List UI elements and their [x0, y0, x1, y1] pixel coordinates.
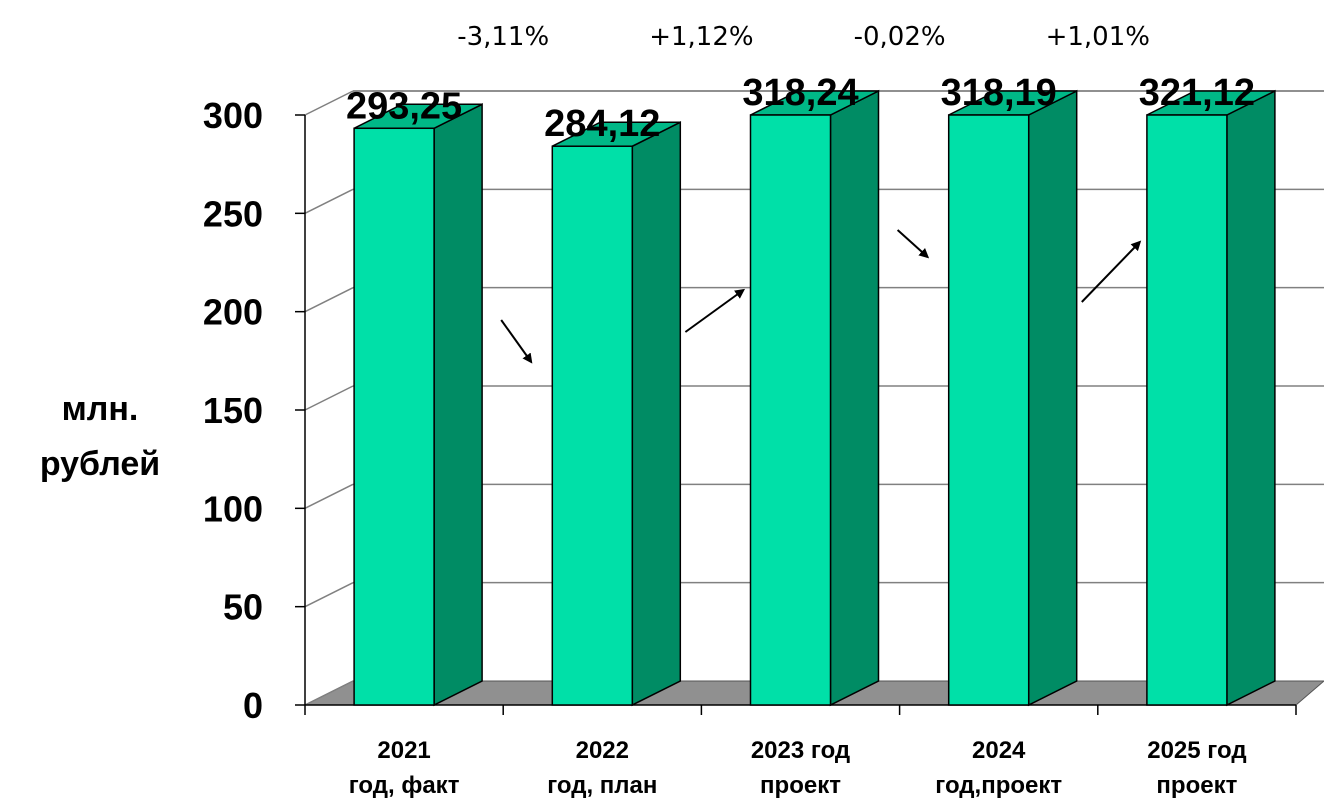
- bar-side: [829, 89, 880, 707]
- category-label: проект: [760, 772, 841, 799]
- category-label: 2024: [972, 737, 1026, 764]
- gridline-diagonal: [304, 90, 354, 116]
- y-tick-label: 150: [203, 390, 263, 431]
- y-tick-label: 300: [203, 95, 263, 136]
- bar-front: [947, 114, 1030, 706]
- value-label: 318,19: [941, 72, 1057, 114]
- gridline-diagonal: [304, 385, 354, 411]
- bar-front: [551, 145, 634, 706]
- category-label: 2021: [377, 737, 430, 764]
- change-label: -3,11%: [457, 22, 549, 52]
- change-label: +1,12%: [649, 22, 753, 52]
- arrow-down-icon: [500, 319, 533, 364]
- bar-side: [1226, 89, 1276, 707]
- value-label: 284,12: [544, 103, 660, 145]
- arrow-up-icon: [1081, 240, 1142, 303]
- arrow-down-icon: [896, 229, 930, 259]
- category-label: проект: [1156, 772, 1237, 799]
- arrow-up-icon: [684, 288, 746, 333]
- bars: [353, 89, 1276, 707]
- bar: [1146, 89, 1276, 707]
- gridline-diagonal: [304, 188, 354, 215]
- bar-side: [1027, 89, 1078, 707]
- bar: [551, 121, 682, 707]
- category-labels: 2021 год, факт 2022 год, план 2023 год проект…: [349, 737, 1247, 799]
- category-label: 2025 год: [1147, 737, 1246, 764]
- y-tick-label: 0: [243, 685, 263, 726]
- bar: [353, 103, 483, 707]
- bar-front: [1146, 114, 1228, 706]
- change-label: -0,02%: [854, 22, 946, 52]
- y-tick-label: 50: [223, 587, 263, 628]
- y-axis-label-line-2: рублей: [40, 445, 160, 483]
- category-label: год,проект: [935, 772, 1062, 799]
- category-label: год, факт: [349, 772, 460, 799]
- y-tick-label: 250: [203, 193, 263, 234]
- change-label: +1,01%: [1046, 22, 1150, 52]
- y-tick-labels: 0 50 100 150 200 250 300: [203, 95, 263, 726]
- bar-side: [433, 103, 483, 707]
- value-label: 293,25: [346, 85, 462, 127]
- bar: [947, 89, 1078, 707]
- change-annotations: -3,11% +1,12% -0,02% +1,01%: [457, 22, 1150, 364]
- wall-edge: [304, 680, 354, 706]
- y-axis-label-line-1: млн.: [62, 390, 139, 428]
- value-labels: 293,25 284,12 318,24 318,19 321,12: [346, 72, 1255, 145]
- gridline-diagonal: [304, 483, 354, 510]
- value-label: 321,12: [1139, 72, 1255, 114]
- category-label: год, план: [547, 772, 657, 799]
- gridline-diagonal: [304, 286, 354, 313]
- value-label: 318,24: [742, 72, 858, 114]
- category-label: 2023 год: [751, 737, 850, 764]
- bar: [749, 89, 880, 707]
- bar-front: [749, 114, 832, 706]
- bar-side: [631, 121, 682, 707]
- category-label: 2022: [576, 737, 629, 764]
- y-tick-label: 200: [203, 292, 263, 333]
- bar-front: [353, 127, 435, 706]
- y-tick-label: 100: [203, 488, 263, 529]
- gridline-diagonal: [304, 581, 354, 608]
